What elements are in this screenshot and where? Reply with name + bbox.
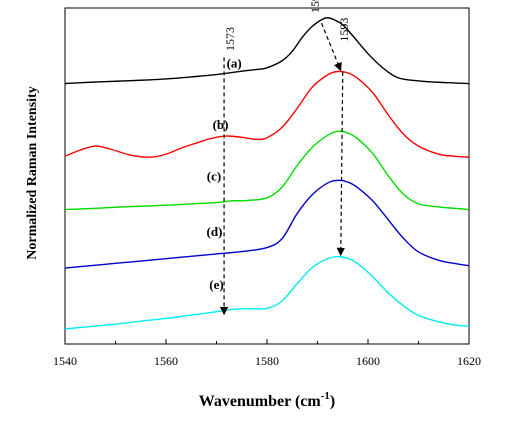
series-label-d: (d) <box>207 224 223 239</box>
series-label-b: (b) <box>213 117 229 132</box>
series-layer <box>64 17 470 330</box>
x-tick-label: 1600 <box>356 354 380 368</box>
x-tick-label: 1580 <box>255 354 279 368</box>
series-label-layer: (a) (b) (c) (d) (e) <box>207 55 242 292</box>
series-line-c <box>64 130 470 211</box>
series-line-d <box>64 179 470 269</box>
x-tick-label: 1620 <box>457 354 481 368</box>
x-tick-label: 1560 <box>154 354 178 368</box>
x-axis-label: Wavenumber (cm-1) <box>199 390 335 410</box>
annotation-layer: 1573 1591 1593 <box>223 0 351 51</box>
series-line-e <box>64 255 470 330</box>
peak-annotation-1593: 1593 <box>337 18 351 42</box>
x-axis-label-sup: -1 <box>321 390 330 402</box>
x-axis-ticks: 1540 1560 1580 1600 1620 <box>53 339 481 368</box>
x-tick-label: 1540 <box>53 354 77 368</box>
plot-frame <box>64 7 470 345</box>
x-axis-label-main: Wavenumber (cm <box>199 393 322 410</box>
series-line-a <box>64 17 470 85</box>
peak-annotation-1573: 1573 <box>223 27 237 51</box>
x-axis-label-close: ) <box>330 393 335 410</box>
series-label-a: (a) <box>227 55 242 70</box>
series-label-e: (e) <box>209 277 223 292</box>
dashed-arrow-3 <box>336 71 346 257</box>
series-line-b <box>64 70 470 158</box>
arrow-layer <box>219 22 346 316</box>
peak-annotation-1591: 1591 <box>308 0 322 13</box>
series-label-c: (c) <box>207 169 221 184</box>
y-axis-label: Normalized Raman Intensity <box>25 86 40 259</box>
dashed-arrow-2 <box>320 22 342 72</box>
